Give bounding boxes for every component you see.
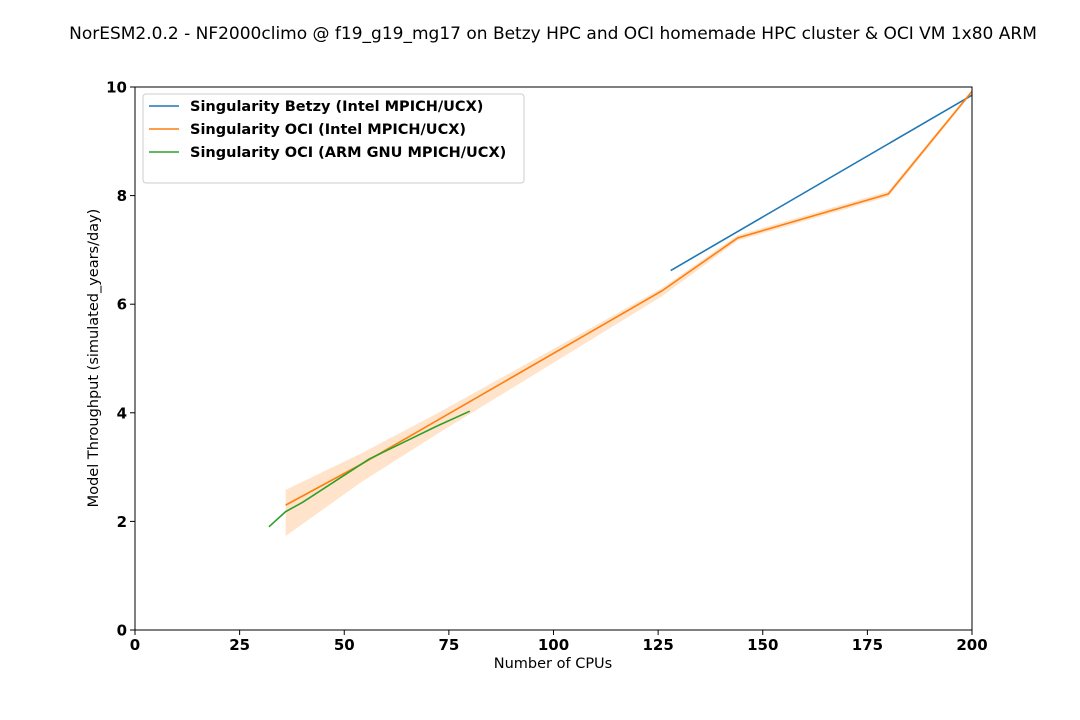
legend-label-2: Singularity OCI (ARM GNU MPICH/UCX): [190, 145, 506, 161]
series-0-line: [670, 94, 973, 272]
x-tick-label-6: 150: [747, 636, 778, 654]
x-axis-label: Number of CPUs: [494, 656, 612, 672]
x-tick-label-7: 175: [852, 636, 883, 654]
legend-box: [142, 93, 525, 184]
x-tick-label-8: 200: [956, 636, 987, 654]
x-tick-label-2: 50: [334, 636, 355, 654]
x-tick-label-5: 125: [642, 636, 673, 654]
y-tick-label-5: 10: [106, 79, 127, 97]
series-1-line: [285, 90, 973, 506]
y-tick-label-0: 0: [117, 622, 127, 640]
x-tick-label-3: 75: [438, 636, 459, 654]
legend-label-0: Singularity Betzy (Intel MPICH/UCX): [190, 99, 483, 115]
legend-label-1: Singularity OCI (Intel MPICH/UCX): [190, 122, 466, 138]
y-tick-label-1: 2: [117, 513, 127, 531]
x-tick-label-1: 25: [229, 636, 250, 654]
plot-area: 0 25 50 75 100 125 150 175 200 0 2 4 6 8 10: [106, 79, 988, 655]
y-axis-label: Model Throughput (simulated_years/day): [86, 209, 102, 508]
y-tick-label-3: 6: [117, 296, 127, 314]
x-tick-label-4: 100: [538, 636, 569, 654]
y-tick-label-2: 4: [117, 404, 127, 422]
chart-title: NorESM2.0.2 - NF2000climo @ f19_g19_mg17…: [69, 24, 1037, 44]
y-tick-label-4: 8: [117, 187, 127, 205]
series-1-confidence-band: [285, 89, 972, 537]
x-tick-label-0: 0: [130, 636, 140, 654]
series-2-line: [268, 410, 471, 528]
legend: Singularity Betzy (Intel MPICH/UCX) Singu…: [142, 93, 525, 184]
